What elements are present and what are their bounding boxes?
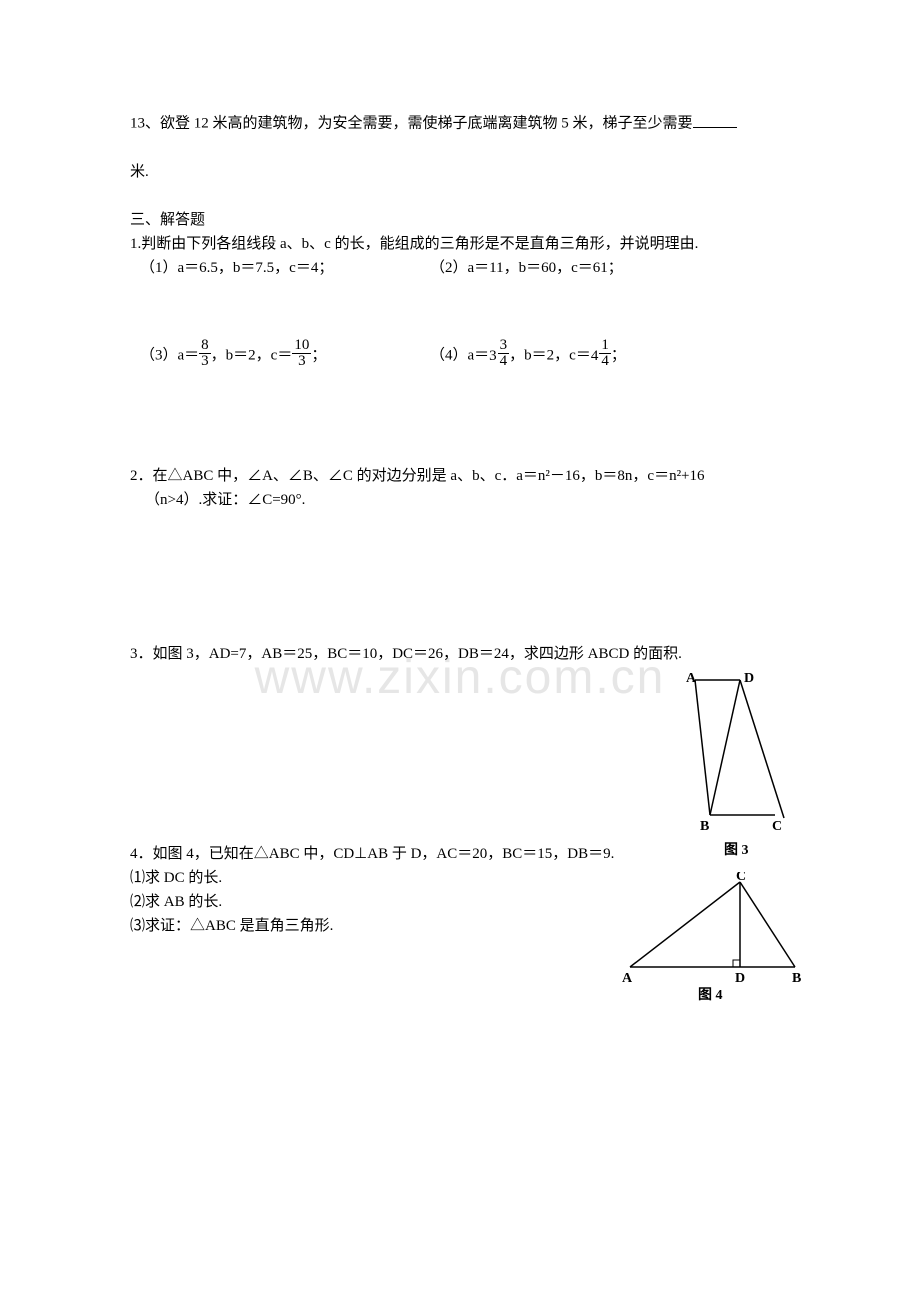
figure-4: A C D B 图 4 [620, 872, 810, 1002]
p4-stem: 4．如图 4，已知在△ABC 中，CD⊥AB 于 D，AC＝20，BC＝15，D… [130, 842, 790, 866]
q13-blank [693, 110, 737, 128]
p3-stem: 3．如图 3，AD=7，AB＝25，BC＝10，DC＝26，DB＝24，求四边形… [130, 642, 790, 666]
p1-i3-prefix: （3）a＝ [140, 347, 199, 363]
spacer [130, 372, 790, 464]
page-content: 13、欲登 12 米高的建筑物，为安全需要，需使梯子底端离建筑物 5 米，梯子至… [0, 0, 920, 1072]
section3-title: 三、解答题 [130, 208, 790, 232]
whole-part: 3 [489, 344, 497, 368]
fraction: 34 [498, 338, 510, 371]
label-D: D [744, 671, 754, 686]
fraction: 103 [292, 338, 311, 371]
denominator: 3 [199, 354, 211, 370]
numerator: 3 [498, 338, 510, 355]
p2-line2: （n>4）.求证：∠C=90°. [130, 488, 790, 512]
p1-i1: （1）a＝6.5，b＝7.5，c＝4； [130, 256, 430, 280]
caption-fig4: 图 4 [698, 987, 723, 1002]
label-B: B [700, 819, 709, 834]
spacer [130, 280, 790, 340]
denominator: 4 [599, 354, 611, 370]
p3-block: 3．如图 3，AD=7，AB＝25，BC＝10，DC＝26，DB＝24，求四边形… [130, 642, 790, 842]
mixed-number: 414 [591, 340, 611, 373]
p4-block: 4．如图 4，已知在△ABC 中，CD⊥AB 于 D，AC＝20，BC＝15，D… [130, 842, 790, 1012]
q13-text-a: 13、欲登 12 米高的建筑物，为安全需要，需使梯子底端离建筑物 5 米，梯子至… [130, 116, 693, 132]
denominator: 3 [292, 354, 311, 370]
fraction: 83 [199, 338, 211, 371]
p1-i3-mid: ，b＝2，c＝ [211, 347, 293, 363]
label-A: A [686, 671, 697, 686]
p1-row1: （1）a＝6.5，b＝7.5，c＝4； （2）a＝11，b＝60，c＝61； [130, 256, 790, 280]
numerator: 1 [599, 338, 611, 355]
p2-line1: 2．在△ABC 中，∠A、∠B、∠C 的对边分别是 a、b、c．a＝n²－16，… [130, 464, 790, 488]
fraction: 14 [599, 338, 611, 371]
p1-i4-mid: ，b＝2，c＝ [509, 347, 591, 363]
denominator: 4 [498, 354, 510, 370]
numerator: 8 [199, 338, 211, 355]
q13-line1: 13、欲登 12 米高的建筑物，为安全需要，需使梯子底端离建筑物 5 米，梯子至… [130, 110, 790, 136]
p1-i4: （4）a＝334，b＝2，c＝414； [430, 340, 790, 373]
p1-i3-suffix: ； [311, 347, 326, 363]
q13-line2: 米. [130, 160, 790, 184]
label-B: B [792, 971, 801, 986]
label-A: A [622, 971, 633, 986]
spacer [130, 512, 790, 642]
p1-row2: （3）a＝83，b＝2，c＝103； （4）a＝334，b＝2，c＝414； [130, 340, 790, 373]
spacer [130, 136, 790, 160]
p1-stem: 1.判断由下列各组线段 a、b、c 的长，能组成的三角形是不是直角三角形，并说明… [130, 232, 790, 256]
spacer [130, 184, 790, 208]
numerator: 10 [292, 338, 311, 355]
p1-i2: （2）a＝11，b＝60，c＝61； [430, 256, 790, 280]
p1-i3: （3）a＝83，b＝2，c＝103； [130, 340, 430, 373]
mixed-number: 334 [489, 340, 509, 373]
p1-i4-suffix: ； [611, 347, 626, 363]
label-C: C [736, 872, 746, 884]
p1-i4-prefix: （4）a＝ [430, 347, 489, 363]
figure-3: A D B C 图 3 [660, 670, 800, 860]
label-C: C [772, 819, 782, 834]
label-D: D [735, 971, 745, 986]
whole-part: 4 [591, 344, 599, 368]
